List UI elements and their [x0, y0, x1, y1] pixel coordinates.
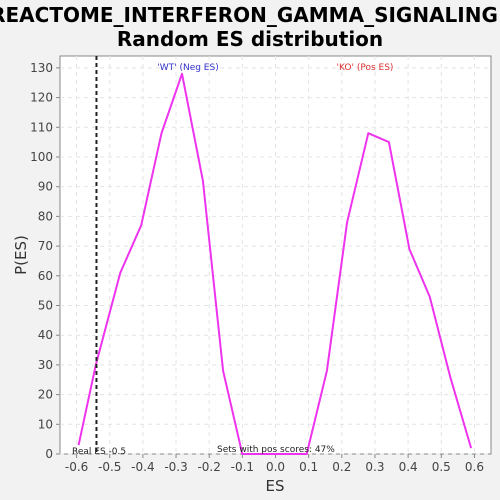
real-es-label: Real ES -0.5 — [72, 447, 126, 457]
y-tick-label: 70 — [38, 239, 53, 253]
x-tick-label: 0.0 — [266, 460, 285, 474]
x-tick-label: -0.2 — [197, 460, 220, 474]
y-tick-label: 0 — [45, 447, 53, 461]
y-tick-label: 90 — [38, 180, 53, 194]
pos-scores-footnote: Sets with pos scores: 47% — [217, 445, 335, 455]
x-tick-label: 0.4 — [399, 460, 418, 474]
x-tick-label: -0.3 — [164, 460, 187, 474]
y-tick-label: 30 — [38, 358, 53, 372]
x-tick-label: -0.6 — [65, 460, 88, 474]
x-tick-label: 0.1 — [299, 460, 318, 474]
y-tick-label: 10 — [38, 417, 53, 431]
x-axis-title: ES — [266, 477, 285, 495]
y-tick-label: 120 — [30, 91, 53, 105]
pos-es-label: 'KO' (Pos ES) — [337, 63, 394, 73]
chart-title-line2: Random ES distribution — [117, 27, 383, 51]
x-tick-label: 0.6 — [465, 460, 484, 474]
axis-ticks: -0.6 -0.5 -0.4 -0.3 -0.2 -0.1 0.0 0.1 0.2 0.3 0.4 0… — [30, 61, 484, 474]
y-tick-label: 40 — [38, 328, 53, 342]
y-tick-label: 60 — [38, 269, 53, 283]
x-tick-label: 0.2 — [332, 460, 351, 474]
es-distribution-line — [77, 72, 473, 455]
y-tick-label: 110 — [30, 120, 53, 134]
y-axis-title: P(ES) — [12, 235, 30, 275]
chart-title-line1: REACTOME_INTERFERON_GAMMA_SIGNALING: — [0, 3, 500, 27]
y-tick-label: 130 — [30, 61, 53, 75]
x-tick-label: 0.3 — [365, 460, 384, 474]
neg-es-label: 'WT' (Neg ES) — [157, 63, 218, 73]
x-tick-label: -0.5 — [98, 460, 121, 474]
y-tick-label: 50 — [38, 298, 53, 312]
y-tick-label: 80 — [38, 209, 53, 223]
y-tick-label: 20 — [38, 388, 53, 402]
grid — [60, 56, 491, 455]
x-tick-label: -0.4 — [131, 460, 154, 474]
x-tick-label: -0.1 — [231, 460, 254, 474]
x-tick-label: 0.5 — [432, 460, 451, 474]
series-layer — [77, 72, 473, 455]
y-tick-label: 100 — [30, 150, 53, 164]
